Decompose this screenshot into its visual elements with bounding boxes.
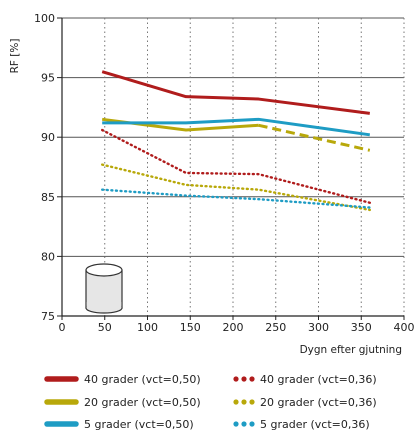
grid [62, 17, 405, 316]
series-line-20-grader-vct-0-36 [100, 163, 371, 212]
legend-label: 5 grader (vct=0,36) [260, 418, 370, 431]
legend-swatch-dot [249, 399, 255, 405]
x-tick-label: 150 [180, 321, 201, 334]
series-line-5-grader-vct-0-36 [100, 188, 371, 209]
y-tick-label: 95 [41, 72, 55, 85]
y-tick-label: 85 [41, 191, 55, 204]
series-line-40-grader-vct-0-36 [100, 128, 371, 204]
x-tick-label: 50 [98, 321, 112, 334]
legend-swatch-dot [249, 376, 255, 382]
series-line-dashed-20-grader-vct-0-50 [258, 123, 371, 152]
legend-swatch-dot [241, 421, 247, 427]
y-tick-label: 100 [34, 12, 55, 25]
legend-swatch-dot [233, 376, 239, 382]
legend-swatch-dot [249, 421, 255, 427]
legend-swatch-dot [241, 399, 247, 405]
x-tick-label: 0 [59, 321, 66, 334]
legend-label: 40 grader (vct=0,36) [260, 373, 377, 386]
series-line-5-grader-vct-0-50 [102, 117, 371, 137]
x-tick-label: 250 [265, 321, 286, 334]
axes: 75 80 85 90 95 100 0 50 100 150 200 250 300 350 400 [34, 12, 415, 334]
y-tick-label: 80 [41, 250, 55, 263]
x-tick-label: 200 [223, 321, 244, 334]
series [100, 70, 371, 212]
x-axis-title: Dygn efter gjutning [300, 344, 402, 356]
legend-label: 5 grader (vct=0,50) [84, 418, 194, 431]
x-tick-label: 400 [394, 321, 415, 334]
legend-swatch-dot [233, 399, 239, 405]
x-tick-label: 300 [308, 321, 329, 334]
legend-swatch-dot [241, 376, 247, 382]
legend-label: 40 grader (vct=0,50) [84, 373, 201, 386]
legend-swatch-dot [233, 421, 239, 427]
x-tick-label: 350 [351, 321, 372, 334]
series-line-40-grader-vct-0-50 [101, 70, 370, 115]
legend-label: 20 grader (vct=0,50) [84, 396, 201, 409]
legend: 40 grader (vct=0,50) 20 grader (vct=0,50)… [44, 373, 377, 431]
x-tick-label: 100 [137, 321, 158, 334]
cylinder-icon [85, 263, 123, 314]
legend-label: 20 grader (vct=0,36) [260, 396, 377, 409]
y-tick-label: 90 [41, 131, 55, 144]
y-tick-label: 75 [41, 310, 55, 323]
y-axis-title: RF [%] [9, 39, 21, 74]
